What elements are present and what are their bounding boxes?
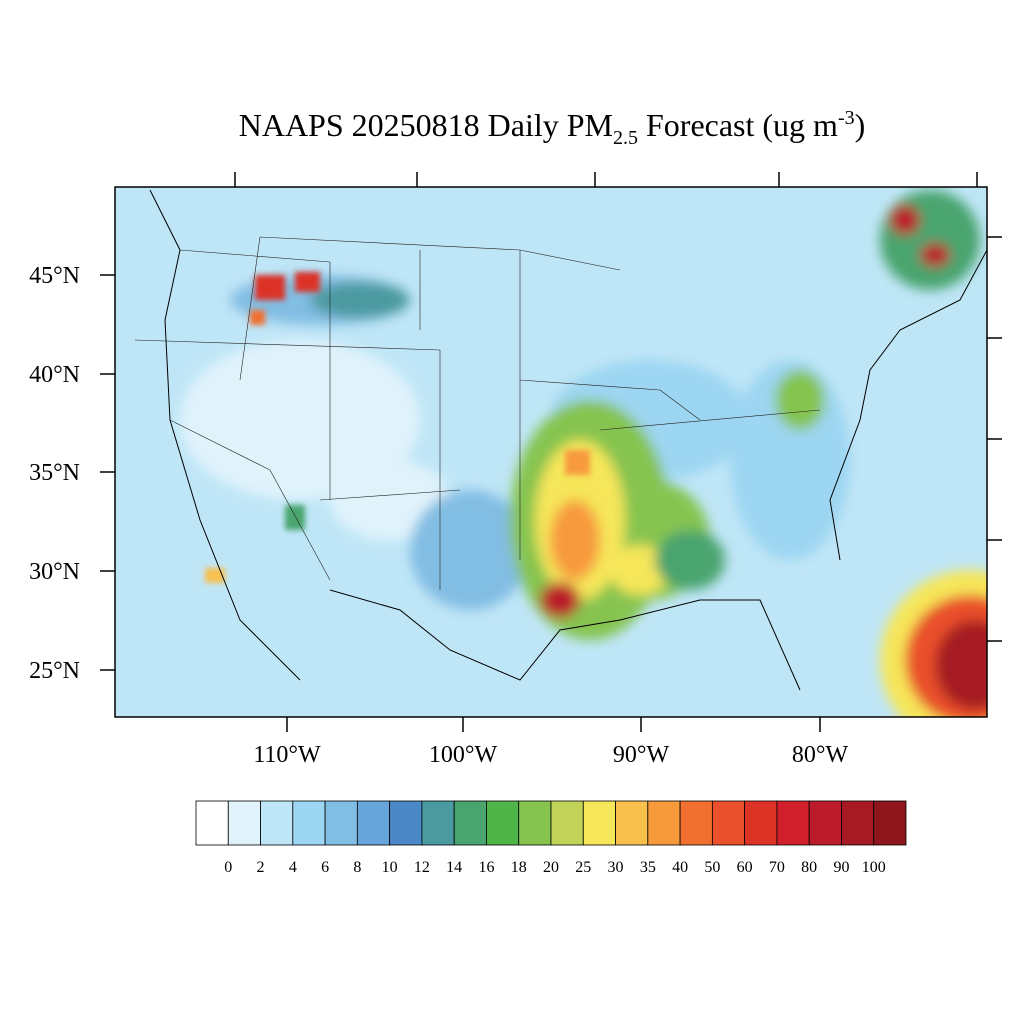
map-frame — [114, 186, 988, 718]
colorbar-box — [808, 800, 842, 846]
latitude-label: 25°N — [29, 658, 80, 684]
colorbar-label: 50 — [704, 859, 720, 876]
colorbar-label: 8 — [353, 859, 361, 876]
longitude-label: 100°W — [429, 742, 498, 768]
latitude-label: 45°N — [29, 263, 80, 289]
colorbar-box — [615, 800, 649, 846]
colorbar-box — [260, 800, 294, 846]
colorbar-label: 6 — [321, 859, 329, 876]
colorbar-box — [227, 800, 261, 846]
colorbar-label: 2 — [257, 859, 265, 876]
colorbar-label: 14 — [446, 859, 462, 876]
colorbar-label: 40 — [672, 859, 688, 876]
colorbar-label: 80 — [801, 859, 817, 876]
colorbar-box — [453, 800, 487, 846]
colorbar-box — [195, 800, 229, 846]
colorbar-label: 35 — [640, 859, 656, 876]
colorbar-label: 16 — [478, 859, 494, 876]
latitude-label: 35°N — [29, 460, 80, 486]
pm25-field — [115, 187, 987, 717]
colorbar-box — [356, 800, 391, 846]
map-title: NAAPS 20250818 Daily PM2.5 Forecast (ug … — [239, 107, 866, 149]
colorbar-box — [647, 800, 681, 846]
colorbar-label: 60 — [737, 859, 753, 876]
colorbar-label: 0 — [224, 859, 232, 876]
latitude-label: 30°N — [29, 559, 80, 585]
title-part: NAAPS 20250818 Daily PM — [239, 107, 613, 143]
graticule-ticks — [234, 172, 1002, 642]
longitude-label: 90°W — [613, 742, 670, 768]
colorbar-box — [389, 800, 423, 846]
colorbar-box — [873, 800, 907, 846]
title-part: Forecast (ug m — [638, 107, 838, 143]
title-part: 2.5 — [613, 127, 638, 149]
colorbar-label: 70 — [769, 859, 785, 876]
colorbar-box — [744, 800, 778, 846]
colorbar-box — [324, 800, 358, 846]
title-part: -3 — [838, 107, 855, 129]
colorbar-box — [292, 800, 326, 846]
colorbar-label: 30 — [608, 859, 624, 876]
colorbar-label: 10 — [382, 859, 398, 876]
colorbar-label: 18 — [511, 859, 527, 876]
colorbar-label: 12 — [414, 859, 430, 876]
colorbar-label: 90 — [833, 859, 849, 876]
colorbar-box — [486, 800, 520, 846]
colorbar-box — [711, 800, 746, 846]
longitude-label: 110°W — [253, 742, 321, 768]
state-borders — [134, 236, 821, 590]
colorbar-label: 100 — [862, 859, 886, 876]
colorbar-box — [518, 800, 552, 846]
colorbar-label: 4 — [289, 859, 297, 876]
colorbar-box — [841, 800, 875, 846]
latitude-label: 40°N — [29, 362, 80, 388]
title-part: ) — [855, 107, 866, 143]
longitude-label: 80°W — [792, 742, 849, 768]
colorbar-label: 20 — [543, 859, 559, 876]
colorbar-label: 25 — [575, 859, 591, 876]
colorbar-box — [582, 800, 616, 846]
colorbar-box — [679, 800, 713, 846]
colorbar-box — [550, 800, 584, 846]
colorbar-box — [421, 800, 455, 846]
colorbar-box — [776, 800, 810, 846]
